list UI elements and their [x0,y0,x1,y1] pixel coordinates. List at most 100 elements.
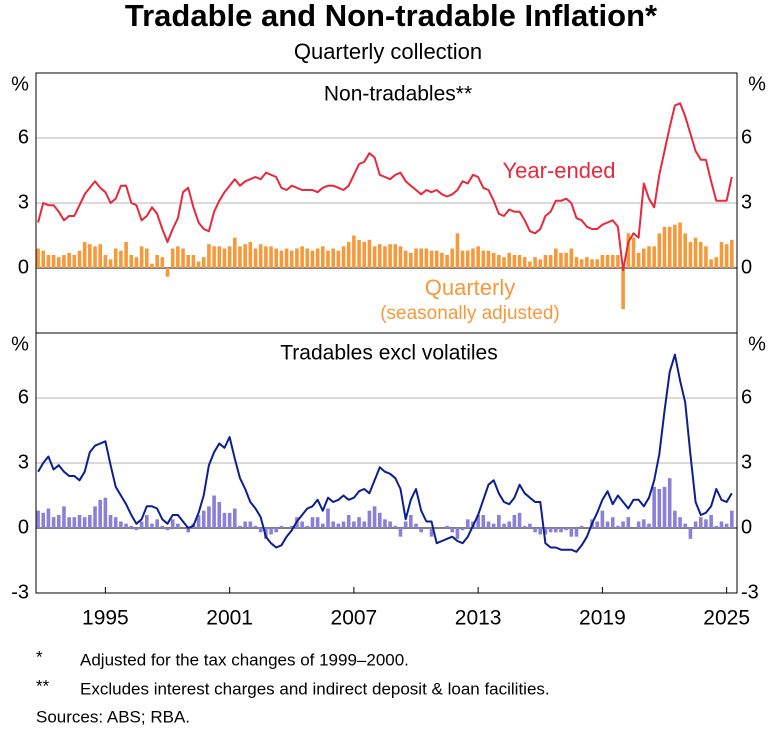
bar [657,489,662,528]
bar [295,248,299,268]
bar [346,515,351,528]
bar [429,528,434,537]
bar [398,246,403,268]
panel-title: Non-tradables** [324,83,472,106]
bar [450,528,455,533]
bar [336,250,341,268]
bar [108,259,113,268]
y2-tick-label: 6 [741,386,752,408]
bar [315,248,320,268]
bar [341,246,346,268]
bar [367,239,372,268]
bar [67,517,71,528]
bar [652,486,656,528]
bar [196,515,201,528]
bar [72,517,77,528]
bar [502,523,506,528]
bar [269,528,273,535]
bar [129,525,134,528]
bar [393,244,398,268]
bar [616,255,620,268]
bar [212,246,216,268]
bar [346,242,351,268]
bar [693,521,698,528]
bar [243,521,247,528]
bar [62,255,66,268]
bar [517,255,522,268]
bar [636,252,641,268]
bar [724,244,729,268]
bar [88,244,92,268]
sources: Sources: ABS; RBA. [36,707,190,726]
bar [352,235,356,268]
bar [724,523,729,528]
bar [512,515,517,528]
bar [600,510,605,528]
bar [36,248,40,268]
bar [507,521,512,528]
y-tick-label: 6 [18,386,29,408]
y2-unit: % [748,333,766,355]
bar [730,510,734,528]
bar [289,525,294,528]
bar [377,244,382,268]
bar [719,521,724,528]
y2-unit: % [748,73,766,95]
bar [103,255,108,268]
bar [160,525,165,528]
bar [67,252,71,268]
bar [678,517,682,528]
bar [621,268,625,310]
bar [517,512,522,528]
bar [528,523,532,528]
bar [191,255,196,268]
bar [383,246,387,268]
bar [543,255,548,268]
bar [258,244,263,268]
bar [305,248,310,268]
bar [559,528,563,533]
bar [704,519,708,528]
bar [714,525,719,528]
bar [398,528,403,537]
bar [98,244,102,268]
bar [393,525,398,528]
bar [486,521,491,528]
bar [502,257,506,268]
bar [310,250,315,268]
bar [36,510,40,528]
bar [41,512,46,528]
bar [181,248,185,268]
bar [372,246,377,268]
bar [233,508,237,528]
bar [424,248,429,268]
bar [486,250,491,268]
bar [564,252,568,268]
bar [683,523,688,528]
bar [248,242,253,268]
bar [113,517,118,528]
bar [124,242,128,268]
bar [605,521,610,528]
bar [667,226,672,268]
bar [730,239,734,268]
bar [144,248,149,268]
bar [465,250,470,268]
bar [528,261,532,268]
bar [222,248,227,268]
bar [227,246,232,268]
bar [119,521,123,528]
bar [176,246,180,268]
bar [595,521,600,528]
bar [683,233,688,268]
y2-tick-label: 0 [741,516,752,538]
bar [144,515,149,528]
bar [626,517,631,528]
bar [657,233,662,268]
bar [709,259,713,268]
bar [698,517,703,528]
bar [719,242,724,268]
bar [310,517,315,528]
bar [119,250,123,268]
